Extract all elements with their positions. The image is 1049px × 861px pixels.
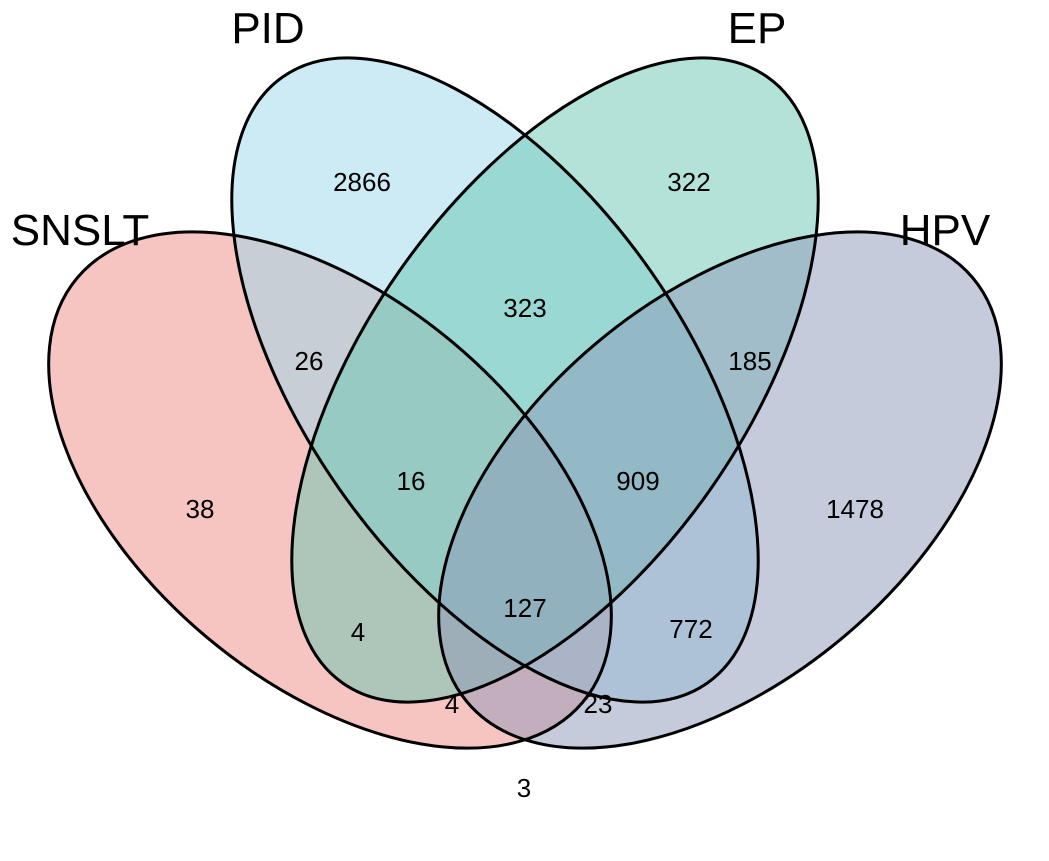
region-counts: 38 2866 322 1478 26 323 185 16 909 4 772… — [186, 167, 884, 803]
region-count: 38 — [186, 494, 215, 524]
set-labels: SNSLT PID EP HPV — [11, 4, 991, 255]
region-count: 909 — [616, 466, 659, 496]
set-label-hpv: HPV — [900, 206, 991, 255]
set-label-pid: PID — [231, 4, 304, 53]
set-label-ep: EP — [728, 4, 787, 53]
set-ep-outline — [290, 56, 820, 704]
region-count: 3 — [517, 773, 531, 803]
region-count: 127 — [503, 593, 546, 623]
region-count: 323 — [503, 293, 546, 323]
region-count: 23 — [584, 689, 613, 719]
region-count: 4 — [351, 617, 365, 647]
set-pid-outline — [230, 56, 760, 704]
set-label-snslt: SNSLT — [11, 206, 150, 255]
region-count: 772 — [669, 614, 712, 644]
region-count: 1478 — [826, 494, 884, 524]
set-hpv-outline — [437, 230, 1003, 750]
region-count: 26 — [295, 346, 324, 376]
region-count: 322 — [667, 167, 710, 197]
region-count: 16 — [397, 466, 426, 496]
region-count: 2866 — [333, 167, 391, 197]
region-count: 4 — [445, 689, 459, 719]
set-snslt-outline — [47, 230, 613, 750]
set-hpv-area — [438, 231, 1002, 749]
region-count: 185 — [728, 346, 771, 376]
